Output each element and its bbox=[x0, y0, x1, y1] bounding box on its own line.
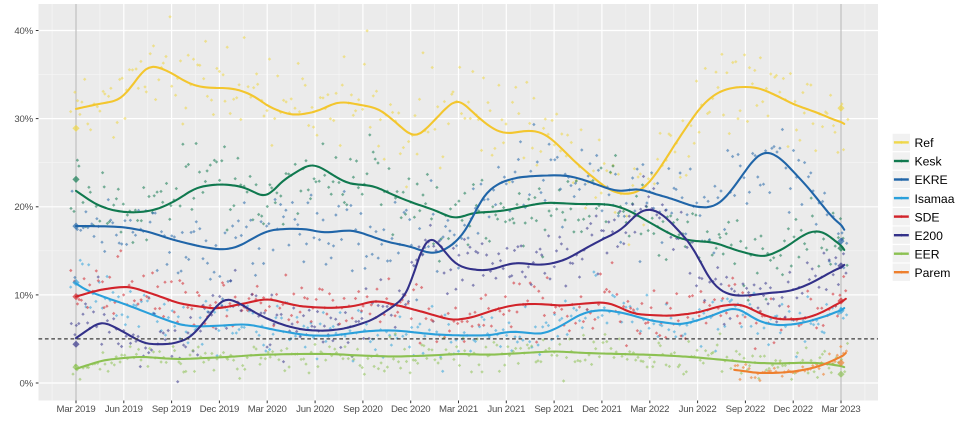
svg-text:10%: 10% bbox=[14, 290, 33, 301]
svg-text:Sep 2020: Sep 2020 bbox=[343, 404, 382, 415]
svg-text:30%: 30% bbox=[14, 114, 33, 125]
svg-text:Mar 2019: Mar 2019 bbox=[57, 404, 96, 415]
svg-text:40%: 40% bbox=[14, 26, 33, 37]
svg-text:Dec 2021: Dec 2021 bbox=[582, 404, 621, 415]
svg-text:EKRE: EKRE bbox=[915, 173, 948, 187]
svg-text:Parem: Parem bbox=[915, 266, 951, 280]
svg-text:Dec 2022: Dec 2022 bbox=[773, 404, 812, 415]
svg-text:Jun 2020: Jun 2020 bbox=[296, 404, 334, 415]
svg-text:Dec 2020: Dec 2020 bbox=[391, 404, 430, 415]
svg-text:20%: 20% bbox=[14, 202, 33, 213]
svg-text:Isamaa: Isamaa bbox=[915, 192, 955, 206]
svg-text:Dec 2019: Dec 2019 bbox=[200, 404, 239, 415]
svg-text:E200: E200 bbox=[915, 229, 944, 243]
svg-text:Mar 2023: Mar 2023 bbox=[822, 404, 861, 415]
svg-text:EER: EER bbox=[915, 247, 940, 261]
svg-text:Jun 2021: Jun 2021 bbox=[487, 404, 525, 415]
svg-text:Sep 2019: Sep 2019 bbox=[152, 404, 191, 415]
svg-text:Ref: Ref bbox=[915, 136, 935, 150]
svg-text:Sep 2022: Sep 2022 bbox=[726, 404, 765, 415]
svg-text:0%: 0% bbox=[20, 378, 34, 389]
svg-text:Mar 2020: Mar 2020 bbox=[248, 404, 287, 415]
svg-text:Sep 2021: Sep 2021 bbox=[534, 404, 573, 415]
svg-text:Mar 2021: Mar 2021 bbox=[439, 404, 478, 415]
svg-text:Jun 2022: Jun 2022 bbox=[679, 404, 717, 415]
svg-text:Mar 2022: Mar 2022 bbox=[630, 404, 669, 415]
svg-text:SDE: SDE bbox=[915, 210, 940, 224]
svg-text:Kesk: Kesk bbox=[915, 155, 943, 169]
svg-text:Jun 2019: Jun 2019 bbox=[105, 404, 143, 415]
